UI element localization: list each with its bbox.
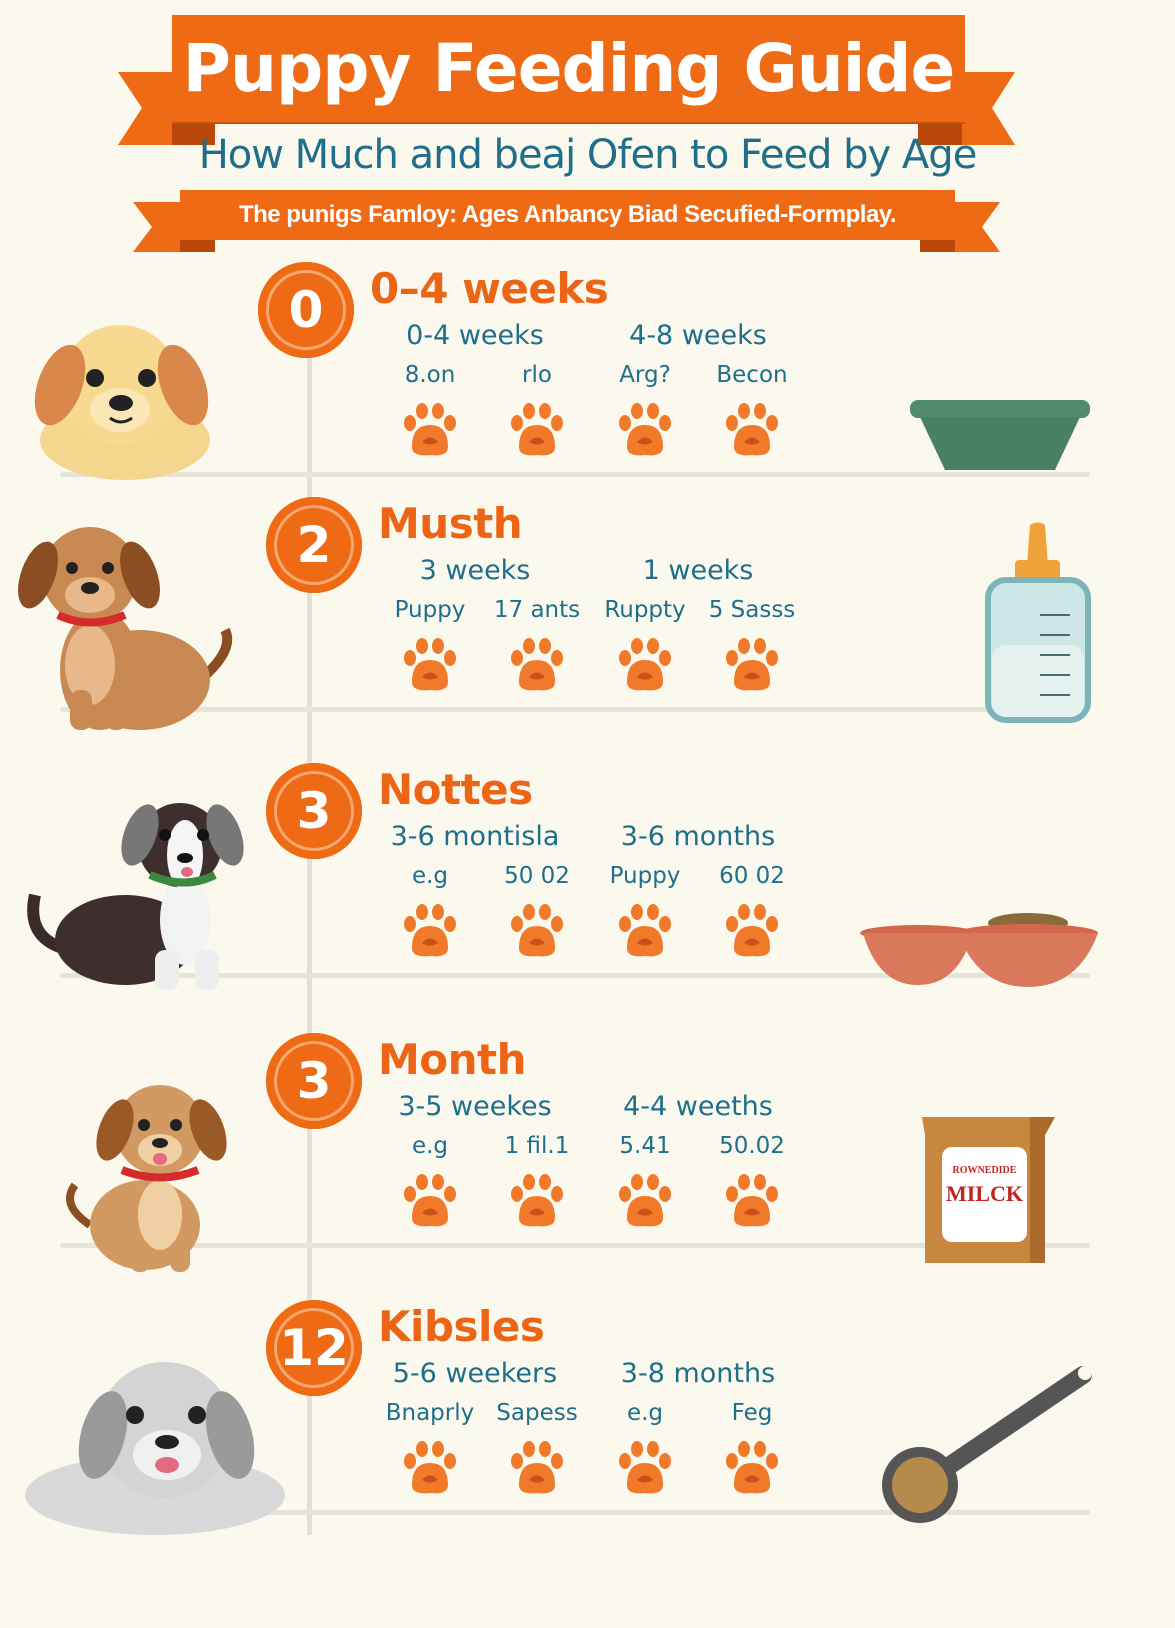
section-divider [60, 973, 1090, 978]
golden-puppy-illustration [34, 325, 210, 480]
paw-icon [404, 1174, 456, 1227]
age-section: 12 Kibsles 5-6 weekers 3-8 months Bnaprly Sa… [0, 1300, 1175, 1540]
amount-label: Sapess [496, 1400, 578, 1426]
page-title: Puppy Feeding Guide [172, 15, 965, 122]
section-divider [60, 1510, 1090, 1515]
paw-icon [726, 904, 778, 957]
milk-bag-label: MILCK [946, 1181, 1023, 1206]
paw-icon [404, 638, 456, 691]
paw-icon [511, 638, 563, 691]
amount-label: 1 fil.1 [504, 1133, 570, 1159]
column-heading: 3-5 weekes [398, 1091, 552, 1122]
amount-label: Arg? [619, 362, 671, 388]
section-divider [60, 707, 1090, 712]
column-heading: 4-4 weeths [623, 1091, 773, 1122]
section-heading: Kibsles [378, 1302, 545, 1351]
measuring-scoop-icon [882, 1366, 1092, 1523]
amount-label: 8.on [404, 362, 456, 388]
paw-icon [404, 403, 456, 456]
age-number-badge: 12 [266, 1300, 362, 1396]
milk-bag-brand: ROWNEDIDE [952, 1165, 1017, 1176]
amount-label: e.g [626, 1400, 664, 1426]
column-heading: 3 weeks [419, 555, 531, 586]
amount-label: 5.41 [619, 1133, 671, 1159]
column-heading: 3-6 montisla [390, 821, 560, 852]
paw-icon [511, 904, 563, 957]
age-number-badge: 3 [266, 763, 362, 859]
paw-icon [404, 1441, 456, 1494]
paw-icon [511, 1174, 563, 1227]
age-section: 0 0–4 weeks 0-4 weeks 4-8 weeks 8.on rlo Arg… [0, 262, 1175, 502]
baby-bottle-icon [985, 522, 1091, 723]
black-white-puppy-illustration [27, 803, 244, 990]
amount-label: Puppy [394, 597, 466, 623]
section-heading: 0–4 weeks [370, 264, 609, 313]
section-heading: Month [378, 1035, 527, 1084]
brown-puppy-illustration [18, 527, 233, 730]
amount-label: Puppy [609, 863, 681, 889]
section-divider [60, 1243, 1090, 1248]
amount-label: e.g [411, 863, 449, 889]
section-heading: Musth [378, 499, 523, 548]
paw-icon [726, 403, 778, 456]
paw-icon [619, 1174, 671, 1227]
amount-label: 5 Sasss [708, 597, 796, 623]
paw-icon [511, 1441, 563, 1494]
section-divider [60, 472, 1090, 477]
amount-label: 50.02 [719, 1133, 785, 1159]
amount-label: 60 02 [719, 863, 785, 889]
age-number-badge: 2 [266, 497, 362, 593]
paw-icon [619, 904, 671, 957]
paw-icon [404, 904, 456, 957]
paw-icon [619, 403, 671, 456]
double-bowl-icon [860, 913, 1098, 987]
amount-label: Bnaprly [385, 1400, 475, 1426]
paw-icon [726, 638, 778, 691]
age-number-badge: 0 [258, 262, 354, 358]
age-section: 3 Month 3-5 weekes 4-4 weeths e.g 1 fil.1 5.… [0, 1033, 1175, 1273]
column-heading: 4-8 weeks [629, 320, 767, 351]
column-heading: 0-4 weeks [406, 320, 544, 351]
paw-icon [619, 638, 671, 691]
amount-label: Feg [731, 1400, 773, 1426]
age-section: 3 Nottes 3-6 montisla 3-6 months e.g 50 02 P… [0, 763, 1175, 1003]
paw-icon [619, 1441, 671, 1494]
tan-puppy-illustration [66, 1085, 227, 1272]
column-heading: 1 weeks [642, 555, 754, 586]
green-bowl-icon [910, 400, 1090, 470]
amount-label: 17 ants [493, 597, 581, 623]
milk-bag-icon: ROWNEDIDE MILCK [920, 1115, 1055, 1265]
paw-icon [726, 1174, 778, 1227]
column-heading: 3-6 months [620, 821, 776, 852]
page-subtitle: How Much and beaj Ofen to Feed by Age [198, 132, 978, 178]
amount-label: 50 02 [504, 863, 570, 889]
column-heading: 3-8 months [620, 1358, 776, 1389]
grey-puppy-illustration [25, 1362, 285, 1535]
section-heading: Nottes [378, 765, 533, 814]
timeline-line [307, 340, 312, 1535]
column-heading: 5-6 weekers [392, 1358, 558, 1389]
ribbon-tails [118, 72, 1015, 252]
age-section: 2 Musth 3 weeks 1 weeks Puppy 17 ants Ruppty… [0, 497, 1175, 737]
paw-icon [726, 1441, 778, 1494]
amount-label: Becon [716, 362, 788, 388]
sub-banner: The punigs Famloy: Ages Anbancy Biad Sec… [180, 190, 955, 240]
amount-label: rlo [522, 362, 552, 388]
paw-icon [511, 403, 563, 456]
amount-label: e.g [411, 1133, 449, 1159]
age-number-badge: 3 [266, 1033, 362, 1129]
amount-label: Ruppty [604, 597, 686, 623]
